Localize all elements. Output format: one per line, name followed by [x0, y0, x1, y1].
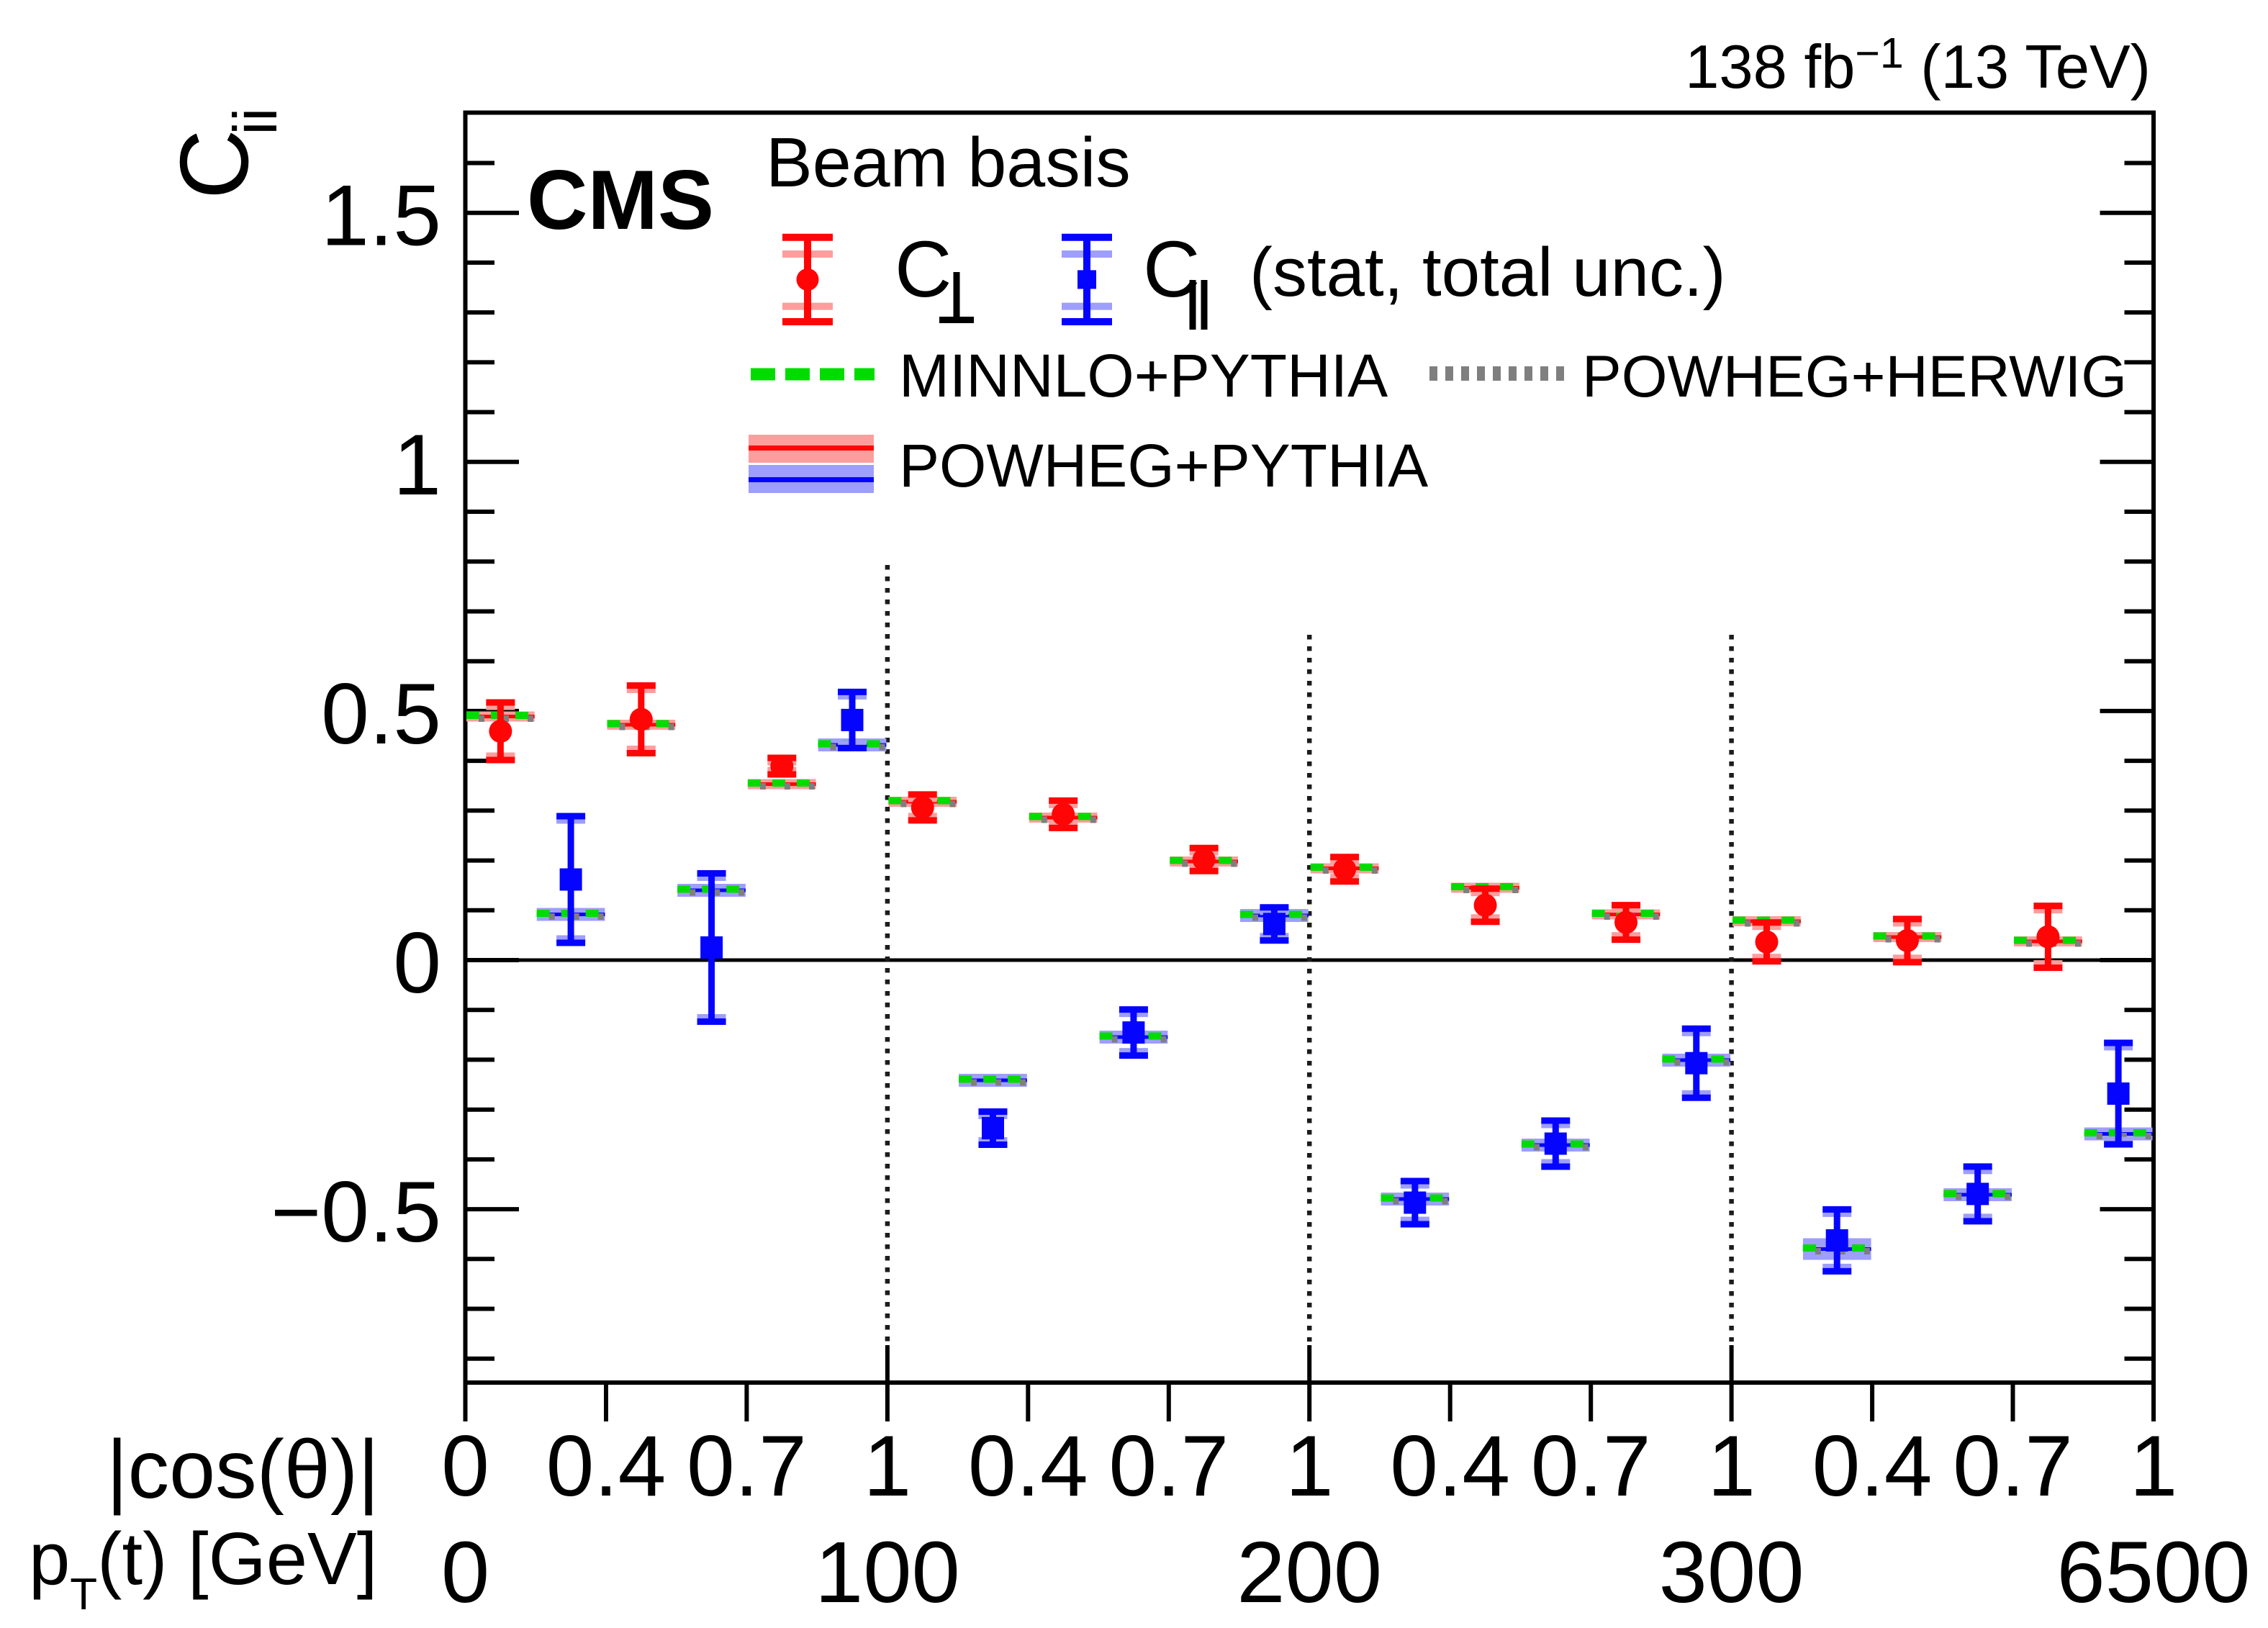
svg-text:0.7: 0.7: [1531, 1418, 1651, 1514]
svg-text:0.7: 0.7: [1108, 1418, 1229, 1514]
svg-text:300: 300: [1659, 1523, 1804, 1621]
svg-text:POWHEG+PYTHIA: POWHEG+PYTHIA: [899, 432, 1428, 499]
svg-text:200: 200: [1237, 1523, 1382, 1621]
svg-text:0.4: 0.4: [1812, 1418, 1933, 1514]
svg-text:1: 1: [864, 1418, 912, 1514]
svg-text:100: 100: [815, 1523, 960, 1621]
svg-text:0: 0: [393, 915, 441, 1011]
svg-text:0.5: 0.5: [321, 666, 441, 762]
svg-text:0.7: 0.7: [1953, 1418, 2073, 1514]
svg-text:0: 0: [441, 1523, 489, 1621]
svg-text:0.7: 0.7: [687, 1418, 807, 1514]
svg-text:C: C: [895, 225, 952, 314]
svg-text:0.4: 0.4: [1390, 1418, 1510, 1514]
svg-text:6500: 6500: [2056, 1523, 2250, 1621]
svg-text:0: 0: [441, 1418, 489, 1514]
svg-text:(stat, total unc.): (stat, total unc.): [1250, 234, 1726, 311]
svg-text:1: 1: [2130, 1418, 2178, 1514]
svg-text:POWHEG+HERWIG: POWHEG+HERWIG: [1582, 344, 2127, 410]
svg-text:0.4: 0.4: [546, 1418, 667, 1514]
svg-text:1: 1: [393, 417, 441, 513]
svg-text:MINNLO+PYTHIA: MINNLO+PYTHIA: [899, 342, 1388, 410]
svg-text:1: 1: [1286, 1418, 1334, 1514]
svg-text:1: 1: [1707, 1418, 1756, 1514]
svg-text:138 fb−1 (13 TeV): 138 fb−1 (13 TeV): [1685, 30, 2151, 101]
svg-text:CMS: CMS: [527, 153, 714, 247]
svg-text:|cos(θ)|: |cos(θ)|: [107, 1424, 379, 1516]
svg-text:1.5: 1.5: [321, 168, 441, 264]
svg-text:Beam basis: Beam basis: [766, 123, 1131, 202]
svg-text:0.4: 0.4: [968, 1418, 1088, 1514]
svg-text:−0.5: −0.5: [271, 1164, 441, 1260]
